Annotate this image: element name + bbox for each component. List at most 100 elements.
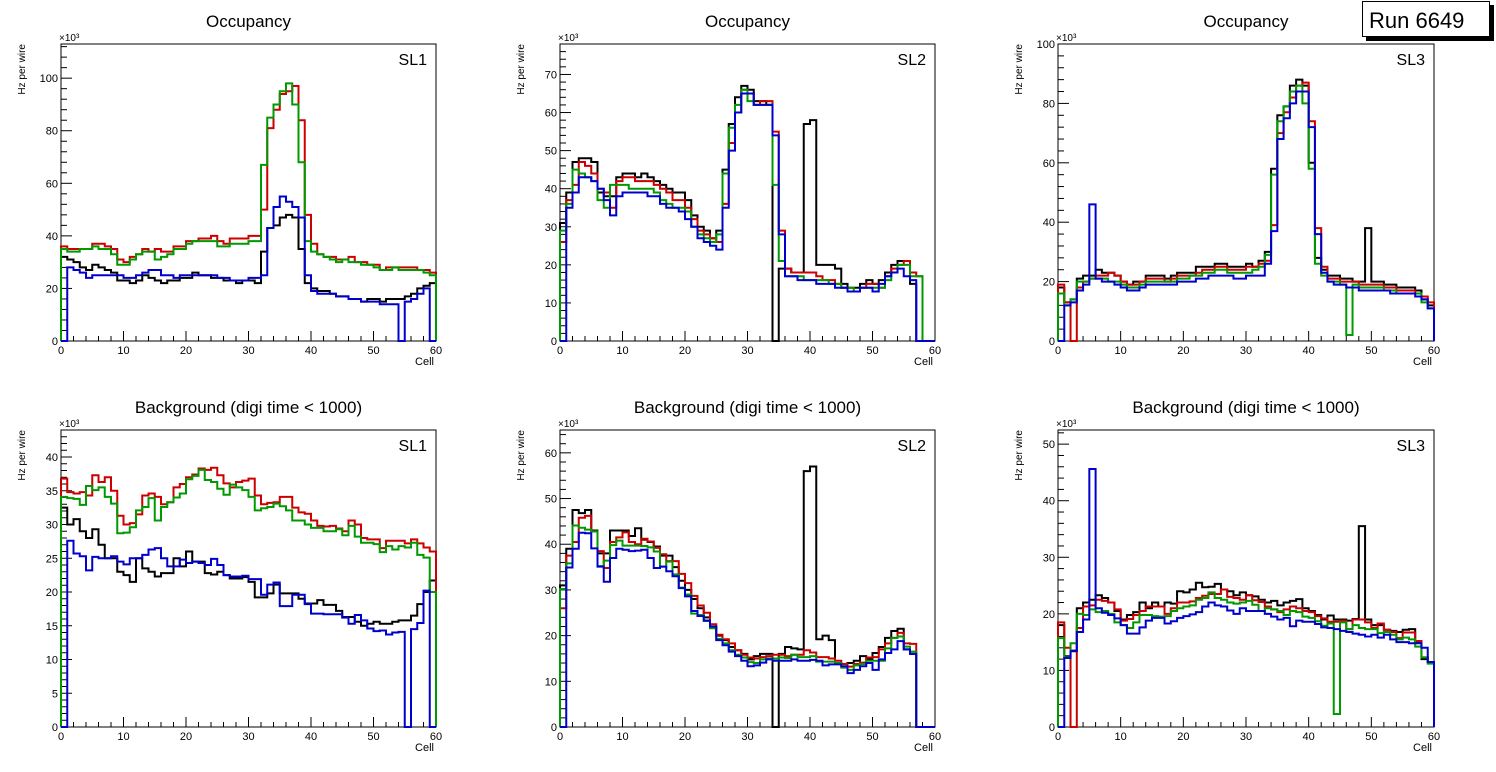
y-tick-label: 40 xyxy=(545,184,557,196)
chart-panel-4: Background (digi time < 1000)0 10 20 30 40 50… xyxy=(17,398,442,754)
y-tick-label: 20 xyxy=(1043,609,1055,621)
x-tick-label: 30 xyxy=(741,345,753,357)
superlayer-label: SL3 xyxy=(1397,52,1426,69)
series-red xyxy=(60,466,437,727)
x-tick-label: 40 xyxy=(305,345,317,357)
y-tick-label: 0 xyxy=(1049,722,1055,734)
y-tick-label: 20 xyxy=(46,283,58,295)
y-tick-label: 60 xyxy=(46,178,58,190)
y-tick-label: 100 xyxy=(40,73,58,85)
x-tick-label: 30 xyxy=(741,731,753,743)
y-tick-label: 100 xyxy=(1037,39,1055,51)
x-tick-label: 20 xyxy=(180,345,192,357)
y-tick-label: 10 xyxy=(545,676,557,688)
y-tick-label: 25 xyxy=(46,553,58,565)
y-tick-label: 60 xyxy=(545,448,557,460)
y-tick-label: 40 xyxy=(46,452,58,464)
x-tick-label: 30 xyxy=(1240,345,1252,357)
x-tick-label: 30 xyxy=(242,731,254,743)
x-tick-label: 20 xyxy=(180,731,192,743)
series-green xyxy=(1057,591,1435,727)
x-axis-label: Cell xyxy=(1413,356,1432,368)
x-tick-label: 0 xyxy=(557,345,563,357)
x-tick-label: 40 xyxy=(305,731,317,743)
x-tick-label: 20 xyxy=(1177,345,1189,357)
y-tick-label: 70 xyxy=(545,69,557,81)
y-tick-label: 40 xyxy=(1043,496,1055,508)
y-tick-label: 50 xyxy=(545,146,557,158)
y-tick-label: 80 xyxy=(46,126,58,138)
y-exponent-label: ×10³ xyxy=(558,33,579,44)
chart-title: Occupancy xyxy=(705,12,791,31)
x-tick-label: 0 xyxy=(557,731,563,743)
chart-title: Occupancy xyxy=(1203,12,1289,31)
y-exponent-label: ×10³ xyxy=(59,33,80,44)
x-tick-label: 30 xyxy=(1240,731,1252,743)
y-tick-label: 60 xyxy=(1043,158,1055,170)
series-black xyxy=(1057,78,1435,341)
y-axis-label: Hz per wire xyxy=(17,430,28,481)
superlayer-label: SL2 xyxy=(898,438,927,455)
x-tick-label: 50 xyxy=(866,345,878,357)
y-tick-label: 40 xyxy=(1043,217,1055,229)
x-tick-label: 10 xyxy=(117,345,129,357)
x-tick-label: 60 xyxy=(1428,731,1440,743)
series-green xyxy=(60,468,437,727)
x-axis-label: Cell xyxy=(914,356,933,368)
x-tick-label: 50 xyxy=(1365,731,1377,743)
series-red xyxy=(559,514,935,728)
x-tick-label: 0 xyxy=(58,731,64,743)
y-axis-label: Hz per wire xyxy=(516,44,527,95)
series-blue xyxy=(1058,468,1435,728)
x-axis-label: Cell xyxy=(415,356,434,368)
x-tick-label: 0 xyxy=(58,345,64,357)
series-black xyxy=(60,506,437,727)
y-tick-label: 10 xyxy=(46,655,58,667)
x-tick-label: 60 xyxy=(929,345,941,357)
x-tick-label: 40 xyxy=(1303,345,1315,357)
y-tick-label: 30 xyxy=(545,222,557,234)
run-number-box: Run 6649 xyxy=(1362,1,1490,37)
series-blue xyxy=(560,92,935,342)
y-axis-label: Hz per wire xyxy=(17,44,28,95)
y-tick-label: 15 xyxy=(46,621,58,633)
x-tick-label: 60 xyxy=(929,731,941,743)
y-tick-label: 0 xyxy=(1049,336,1055,348)
superlayer-label: SL2 xyxy=(898,52,927,69)
x-tick-label: 10 xyxy=(616,731,628,743)
series-red xyxy=(1057,81,1435,342)
y-exponent-label: ×10³ xyxy=(1056,33,1077,44)
chart-panel-5: Background (digi time < 1000) 0 10 20 30 40 50… xyxy=(516,398,941,754)
series-green xyxy=(60,82,437,341)
y-tick-label: 5 xyxy=(52,688,58,700)
y-tick-label: 0 xyxy=(551,336,557,348)
y-tick-label: 30 xyxy=(46,520,58,532)
x-tick-label: 40 xyxy=(1303,731,1315,743)
x-tick-label: 50 xyxy=(866,731,878,743)
chart-panel-6: Background (digi time < 1000) 0 10 20 30 40 50… xyxy=(1014,398,1440,754)
chart-title: Background (digi time < 1000) xyxy=(634,398,861,417)
superlayer-label: SL1 xyxy=(399,52,428,69)
y-tick-label: 30 xyxy=(545,585,557,597)
x-tick-label: 60 xyxy=(430,345,442,357)
series-green xyxy=(1057,84,1435,341)
series-blue xyxy=(61,539,436,728)
series-black xyxy=(559,465,935,728)
series-blue xyxy=(61,195,436,342)
superlayer-label: SL1 xyxy=(399,438,428,455)
x-tick-label: 40 xyxy=(804,345,816,357)
x-tick-label: 20 xyxy=(679,731,691,743)
y-axis-label: Hz per wire xyxy=(516,430,527,481)
x-tick-label: 50 xyxy=(367,731,379,743)
y-tick-label: 35 xyxy=(46,486,58,498)
plot-frame xyxy=(1057,43,1435,342)
y-tick-label: 10 xyxy=(1043,665,1055,677)
y-tick-label: 50 xyxy=(545,494,557,506)
x-tick-label: 50 xyxy=(1365,345,1377,357)
x-tick-label: 20 xyxy=(679,345,691,357)
plot-frame xyxy=(1057,429,1435,728)
